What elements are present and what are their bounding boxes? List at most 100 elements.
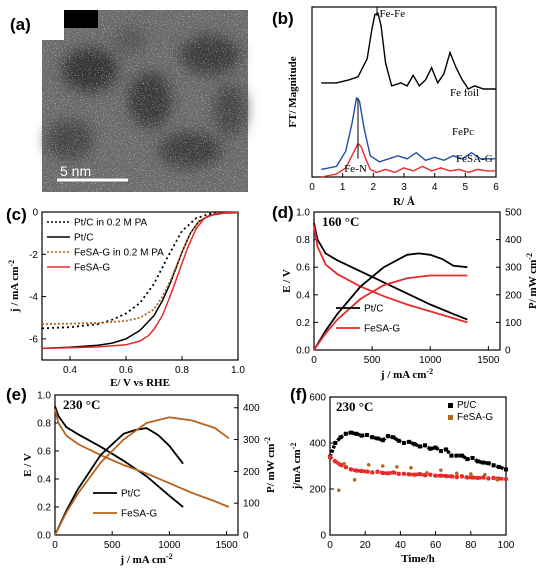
panel-label-d: (d) xyxy=(272,203,294,222)
legend-label-d: Pt/C xyxy=(364,304,383,315)
y-tick-label-c: -2 xyxy=(29,250,38,261)
x-tick-label-c: 0.8 xyxy=(175,365,189,376)
legend-label-d: FeSA-G xyxy=(364,324,400,335)
y2-tick-label-e: 400 xyxy=(243,403,260,414)
x-tick-label-d: 0 xyxy=(311,355,317,366)
x-tick-label-b: 6 xyxy=(493,182,499,193)
panel-a: 5 nm xyxy=(42,10,248,192)
y2-tick-label-d: 400 xyxy=(505,235,522,246)
x-tick-label-d: 1000 xyxy=(419,355,442,366)
x-tick-label-b: 4 xyxy=(432,182,438,193)
x-axis-label-f: Time/h xyxy=(401,553,434,565)
series-line-fe-foil xyxy=(321,12,496,90)
series-label: FeSA-G xyxy=(456,153,493,165)
series-line-pt-c-in-0-2-m-pa xyxy=(41,211,239,330)
y-tick-label-e: 0.8 xyxy=(37,419,51,430)
point-pt-c xyxy=(470,455,475,460)
y-tick-label-e: 0.2 xyxy=(37,503,51,514)
point-pt-c xyxy=(496,464,501,469)
point-fesa-g xyxy=(391,470,396,475)
point-fesa-g-scatter xyxy=(395,465,399,469)
temperature-annotation-e: 230 °C xyxy=(63,397,100,412)
y2-tick-label-e: 200 xyxy=(243,467,260,478)
point-fesa-g-scatter xyxy=(454,471,459,476)
point-pt-c xyxy=(375,436,380,441)
point-pt-c xyxy=(417,444,422,449)
point-pt-c xyxy=(359,433,364,438)
x-tick-label-b: 1 xyxy=(340,182,346,193)
point-fesa-g xyxy=(417,471,422,477)
y-axis-label-f: j/mA cm-2 xyxy=(289,443,303,491)
plot-frame-f xyxy=(329,396,507,536)
x-axis-label-c: E/ V vs RHE xyxy=(110,377,170,389)
legend-marker-f xyxy=(448,415,453,420)
series-voltage-pt-c xyxy=(313,222,468,321)
x-tick-label-f: 100 xyxy=(498,540,515,551)
point-fesa-g-scatter xyxy=(366,463,371,467)
point-fesa-g-scatter xyxy=(425,471,429,475)
label-cutout xyxy=(42,10,64,40)
series-power-pt-c xyxy=(54,427,184,536)
point-fesa-g xyxy=(438,473,444,478)
y2-tick-label-d: 200 xyxy=(505,290,522,301)
x-tick-label-f: 60 xyxy=(430,540,442,551)
plot-frame-d xyxy=(313,211,501,351)
x-tick-label-b: 0 xyxy=(309,182,315,193)
point-pt-c xyxy=(354,431,359,436)
point-fesa-g-scatter xyxy=(342,461,346,466)
point-fesa-g xyxy=(470,475,475,480)
point-fesa-g xyxy=(327,454,333,459)
y-tick-label-c: 0 xyxy=(32,208,38,219)
point-pt-c xyxy=(349,430,354,435)
point-pt-c xyxy=(491,463,496,468)
y-axis-label-e: E / V xyxy=(22,453,34,477)
series-pt-c-trace xyxy=(328,430,507,472)
panel-label-c: (c) xyxy=(6,205,27,224)
plot-frame-c xyxy=(41,211,239,361)
point-fesa-g xyxy=(359,468,364,474)
point-pt-c xyxy=(460,453,464,458)
x-axis-label-b: R/ Å xyxy=(393,196,415,208)
x-tick-label-c: 0.4 xyxy=(63,365,77,376)
point-fesa-g-scatter xyxy=(495,478,500,482)
point-pt-c xyxy=(364,432,369,437)
series-voltage-pt-c xyxy=(54,405,184,508)
x-tick-label-b: 3 xyxy=(401,182,407,193)
annotation-fe-fe: Fe-Fe xyxy=(379,8,405,20)
series-line-fesa-g xyxy=(321,142,496,178)
point-pt-c xyxy=(465,457,470,462)
x-tick-label-c: 0.6 xyxy=(119,365,133,376)
point-pt-c xyxy=(449,453,454,458)
point-pt-c xyxy=(475,459,480,464)
point-pt-c xyxy=(391,435,396,440)
x-tick-label-f: 40 xyxy=(395,540,407,551)
series-power-fesa-g xyxy=(313,274,468,351)
x-tick-label-d: 1500 xyxy=(477,355,500,366)
legend-label-c: Pt/C xyxy=(74,233,93,244)
y-axis-label-b: FT/ Magnitude xyxy=(287,56,299,127)
plot-frame-e xyxy=(54,394,239,536)
y-tick-label-e: 1.0 xyxy=(37,391,51,402)
point-pt-c xyxy=(386,434,391,439)
x-tick-label-b: 5 xyxy=(463,182,469,193)
point-fesa-g xyxy=(375,469,380,474)
point-fesa-g-scatter xyxy=(439,468,443,472)
stem-image-bright-atoms xyxy=(42,10,248,192)
point-fesa-g-scatter xyxy=(337,488,341,492)
panel-e: 0 500 1000 1500 0.0 0.2 0.4 0.6 0.8 1.0 0 100 200 300… xyxy=(22,391,277,567)
legend-label-f: FeSA-G xyxy=(457,412,493,423)
point-fesa-g xyxy=(503,476,509,482)
y2-tick-label-e: 100 xyxy=(243,499,260,510)
legend-marker-f xyxy=(448,403,453,408)
x-tick-label-d: 500 xyxy=(364,355,381,366)
point-pt-c xyxy=(504,467,508,472)
y-tick-label-f: 200 xyxy=(309,485,326,496)
point-fesa-g-scatter xyxy=(381,464,385,468)
y2-tick-label-e: 300 xyxy=(243,435,260,446)
y-tick-label-d: 1.0 xyxy=(296,208,310,219)
point-pt-c xyxy=(343,431,348,436)
point-pt-c xyxy=(486,461,491,466)
y-tick-label-d: 0.2 xyxy=(296,318,310,329)
x-tick-label-e: 1000 xyxy=(158,540,181,551)
